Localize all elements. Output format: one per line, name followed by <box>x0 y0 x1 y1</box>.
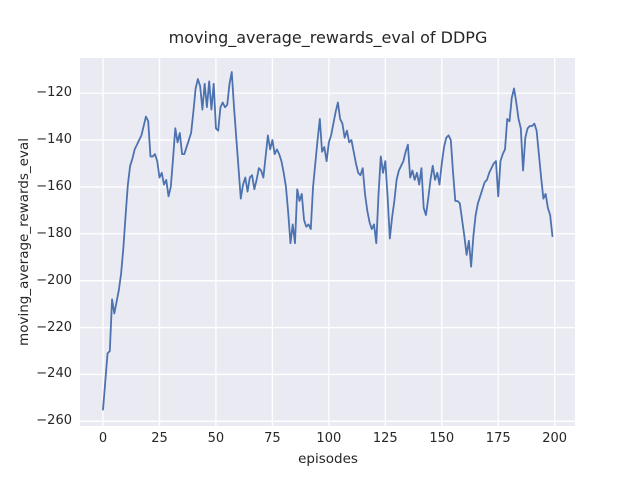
plot-area <box>80 58 575 426</box>
chart-title: moving_average_rewards_eval of DDPG <box>168 28 488 47</box>
y-tick-label: −200 <box>36 272 72 288</box>
gridlines <box>80 58 575 426</box>
y-axis-label: moving_average_rewards_eval <box>16 138 32 346</box>
reward-line <box>102 71 554 411</box>
y-tick-label: −260 <box>36 413 72 429</box>
x-tick-label: 75 <box>264 431 281 446</box>
x-tick-label: 125 <box>372 431 398 446</box>
x-tick-label: 50 <box>207 431 225 446</box>
y-tick-label: −120 <box>36 85 72 101</box>
x-tick-label: 25 <box>151 431 168 446</box>
y-tick-label: −180 <box>36 225 72 241</box>
y-tick-label: −220 <box>36 319 72 335</box>
x-tick-label: 0 <box>98 431 108 446</box>
x-tick-label: 175 <box>485 431 511 446</box>
y-tick-label: −140 <box>36 132 72 148</box>
y-tick-label: −160 <box>36 178 72 194</box>
x-axis-label: episodes <box>298 451 358 467</box>
x-tick-label: 200 <box>542 431 568 446</box>
y-tick-label: −240 <box>36 366 72 382</box>
x-tick-label: 100 <box>316 431 342 446</box>
series-lines <box>102 71 554 411</box>
x-tick-label: 150 <box>429 431 455 446</box>
